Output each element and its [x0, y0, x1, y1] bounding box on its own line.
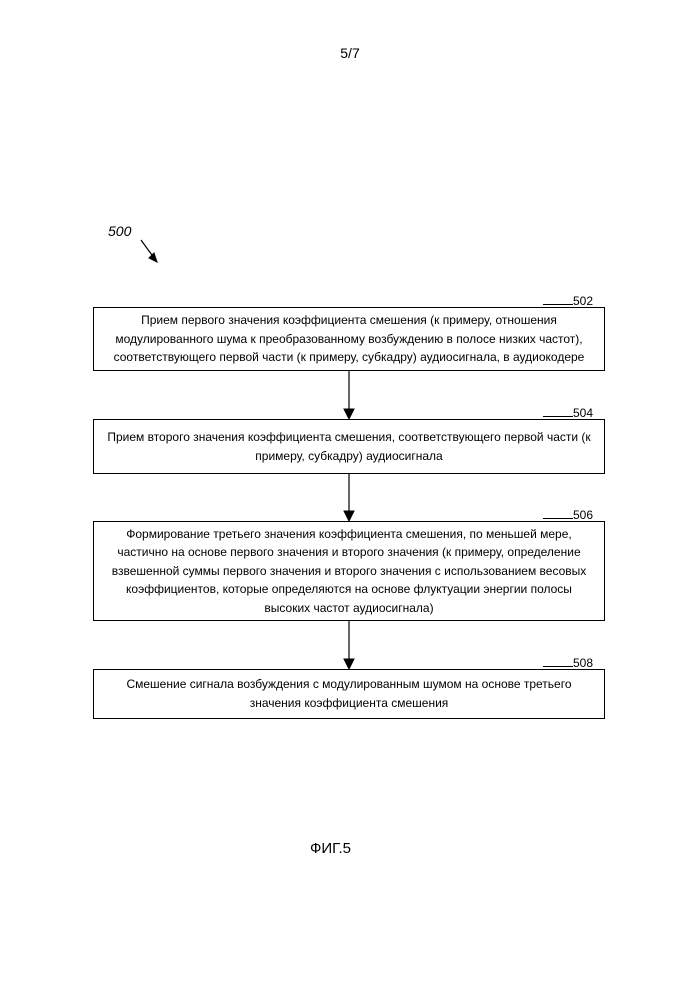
figure-caption: ФИГ.5: [310, 840, 351, 857]
flow-step-box: Смешение сигнала возбуждения с модулиров…: [93, 669, 605, 719]
flow-step-box: Прием второго значения коэффициента смеш…: [93, 419, 605, 474]
flow-step-number: 504: [573, 406, 593, 420]
flow-step-leader: [543, 666, 573, 667]
flow-step-leader: [543, 416, 573, 417]
flow-step-box: Прием первого значения коэффициента смеш…: [93, 307, 605, 371]
flow-step-text: Смешение сигнала возбуждения с модулиров…: [104, 675, 594, 712]
flow-step-number: 502: [573, 294, 593, 308]
flow-step-number: 506: [573, 508, 593, 522]
patent-figure-page: 5/7 500 Прием первого значения коэффицие…: [0, 0, 700, 1000]
flow-step-text: Прием первого значения коэффициента смеш…: [104, 311, 594, 367]
flow-step-number: 508: [573, 656, 593, 670]
flow-step-text: Прием второго значения коэффициента смеш…: [104, 428, 594, 465]
flow-step-text: Формирование третьего значения коэффицие…: [104, 525, 594, 618]
flow-step-leader: [543, 518, 573, 519]
flow-step-leader: [543, 304, 573, 305]
flow-step-box: Формирование третьего значения коэффицие…: [93, 521, 605, 621]
